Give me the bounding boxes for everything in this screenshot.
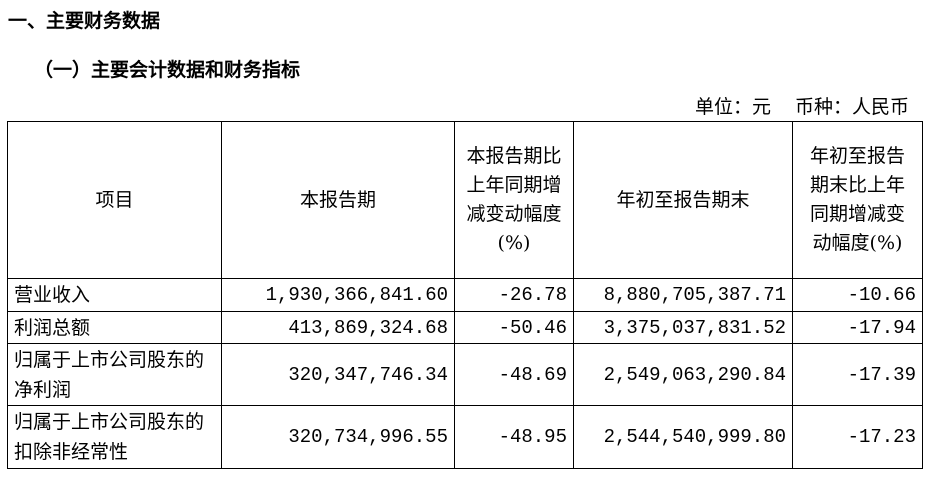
ytd-value: 8,880,705,387.71 [573,278,793,312]
unit-label: 单位：元 [694,96,771,118]
table-row: 归属于上市公司股东的扣除非经常性 320,734,996.55 -48.95 2… [7,405,923,469]
header-current-period: 本报告期 [221,121,455,279]
row-item: 归属于上市公司股东的扣除非经常性 [7,405,222,469]
section-title: 一、主要财务数据 [8,10,161,32]
subsection-title: （一）主要会计数据和财务指标 [34,59,301,81]
current-value: 1,930,366,841.60 [221,278,455,312]
current-value: 320,734,996.55 [221,405,455,469]
row-item: 营业收入 [7,278,222,312]
ytd-value: 3,375,037,831.52 [573,311,793,344]
current-change: -48.95 [454,405,574,469]
ytd-change: -17.94 [792,311,923,344]
current-change: -48.69 [454,343,574,406]
unit-currency-note: 单位：元 币种：人民币 [671,92,909,119]
ytd-change: -17.39 [792,343,923,406]
ytd-change: -17.23 [792,405,923,469]
table-row: 归属于上市公司股东的净利润 320,347,746.34 -48.69 2,54… [7,343,923,406]
current-value: 413,869,324.68 [221,311,455,344]
ytd-value: 2,544,540,999.80 [573,405,793,469]
ytd-change: -10.66 [792,278,923,312]
currency-label: 币种：人民币 [794,96,909,118]
row-item: 利润总额 [7,311,222,344]
current-change: -26.78 [454,278,574,312]
table-row: 营业收入 1,930,366,841.60 -26.78 8,880,705,3… [7,278,923,312]
header-current-change: 本报告期比上年同期增减变动幅度(%) [454,121,574,279]
financial-data-table: 项目 本报告期 本报告期比上年同期增减变动幅度(%) 年初至报告期末 年初至报告… [7,121,923,469]
header-ytd-change: 年初至报告期末比上年同期增减变动幅度(%) [792,121,923,279]
current-value: 320,347,746.34 [221,343,455,406]
ytd-value: 2,549,063,290.84 [573,343,793,406]
header-ytd: 年初至报告期末 [573,121,793,279]
table-row: 利润总额 413,869,324.68 -50.46 3,375,037,831… [7,311,923,344]
row-item: 归属于上市公司股东的净利润 [7,343,222,406]
table-header-row: 项目 本报告期 本报告期比上年同期增减变动幅度(%) 年初至报告期末 年初至报告… [7,121,923,279]
header-item: 项目 [7,121,222,279]
current-change: -50.46 [454,311,574,344]
